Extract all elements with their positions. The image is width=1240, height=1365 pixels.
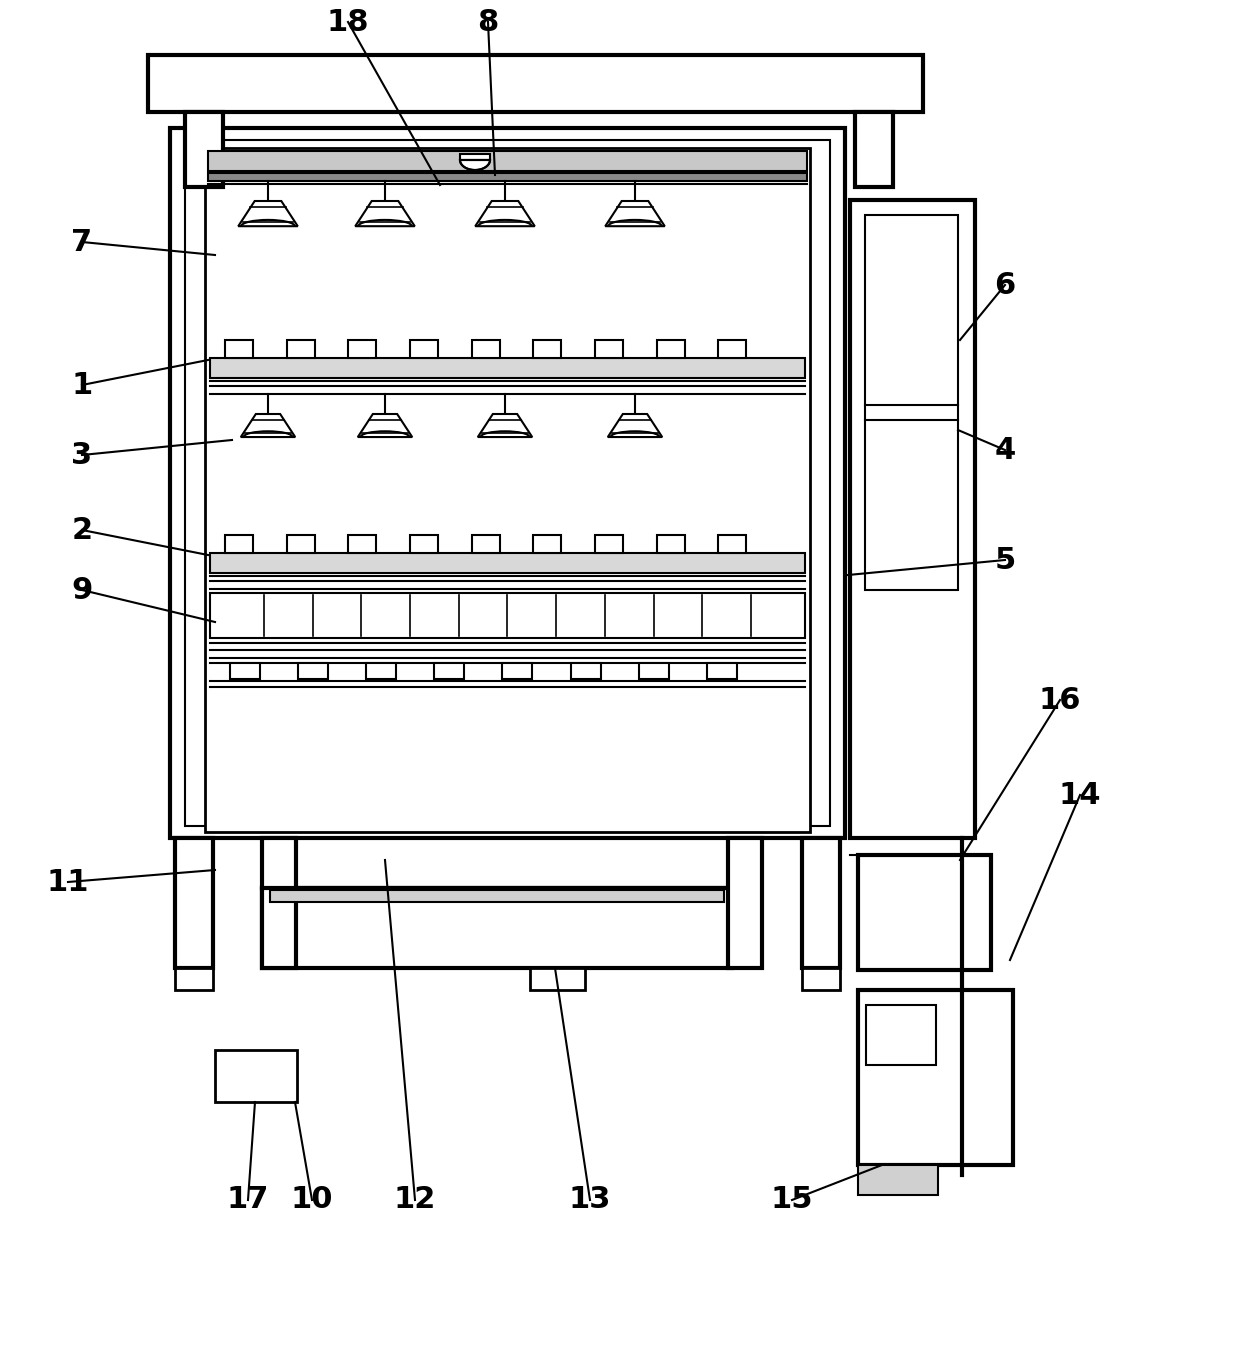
Bar (286, 340, 315, 358)
Polygon shape (241, 414, 295, 437)
Bar (348, 340, 376, 358)
Text: 7: 7 (72, 228, 93, 257)
Bar (298, 663, 329, 678)
Bar (270, 890, 724, 902)
Bar (208, 152, 807, 171)
Polygon shape (605, 201, 665, 227)
Bar (856, 112, 893, 187)
Bar (205, 147, 810, 833)
Text: 1: 1 (72, 370, 93, 400)
Bar (707, 663, 737, 678)
Polygon shape (475, 201, 534, 227)
Polygon shape (460, 160, 490, 171)
Bar (595, 340, 622, 358)
Bar (866, 1005, 936, 1065)
Text: 17: 17 (227, 1185, 269, 1215)
Polygon shape (477, 414, 532, 437)
Bar (148, 55, 923, 112)
Bar (185, 112, 223, 187)
Bar (849, 201, 975, 838)
Bar (802, 968, 839, 990)
Bar (348, 535, 376, 553)
Polygon shape (238, 201, 298, 227)
Bar (718, 535, 746, 553)
Bar (858, 990, 1013, 1164)
Bar (434, 663, 464, 678)
Bar (410, 340, 438, 358)
Bar (657, 340, 684, 358)
Bar (175, 968, 213, 990)
Polygon shape (358, 414, 412, 437)
Bar (262, 838, 296, 968)
Text: 2: 2 (72, 516, 93, 545)
Text: 16: 16 (1039, 685, 1081, 714)
Text: 14: 14 (1059, 781, 1101, 809)
Bar (718, 340, 746, 358)
Bar (570, 663, 600, 678)
Polygon shape (355, 201, 414, 227)
Bar (210, 592, 805, 637)
Bar (208, 173, 807, 182)
Bar (866, 216, 959, 590)
Bar (215, 1050, 298, 1102)
Bar (533, 535, 562, 553)
Bar (224, 340, 253, 358)
Bar (286, 535, 315, 553)
Bar (502, 663, 532, 678)
Bar (410, 535, 438, 553)
Bar (471, 535, 500, 553)
Bar (210, 553, 805, 573)
Text: 3: 3 (72, 441, 93, 470)
Bar (533, 340, 562, 358)
Text: 15: 15 (771, 1185, 813, 1215)
Text: 4: 4 (994, 435, 1016, 464)
Bar (185, 141, 830, 826)
Bar (471, 340, 500, 358)
Bar (460, 154, 490, 160)
Bar (175, 838, 213, 968)
Bar (728, 838, 763, 968)
Bar (229, 663, 260, 678)
Bar (858, 854, 991, 971)
Bar (366, 663, 397, 678)
Text: 12: 12 (394, 1185, 436, 1215)
Text: 10: 10 (290, 1185, 334, 1215)
Text: 13: 13 (569, 1185, 611, 1215)
Text: 9: 9 (72, 576, 93, 605)
Text: 8: 8 (477, 7, 498, 37)
Bar (595, 535, 622, 553)
Bar (262, 889, 732, 968)
Bar (639, 663, 668, 678)
Bar (224, 535, 253, 553)
Text: 18: 18 (327, 7, 370, 37)
Bar (657, 535, 684, 553)
Text: 5: 5 (994, 546, 1016, 575)
Bar (210, 358, 805, 378)
Bar (170, 128, 844, 838)
Polygon shape (608, 414, 662, 437)
Text: 11: 11 (47, 868, 89, 897)
Bar (529, 968, 585, 990)
Bar (858, 1164, 937, 1194)
Text: 6: 6 (994, 270, 1016, 299)
Bar (802, 838, 839, 968)
